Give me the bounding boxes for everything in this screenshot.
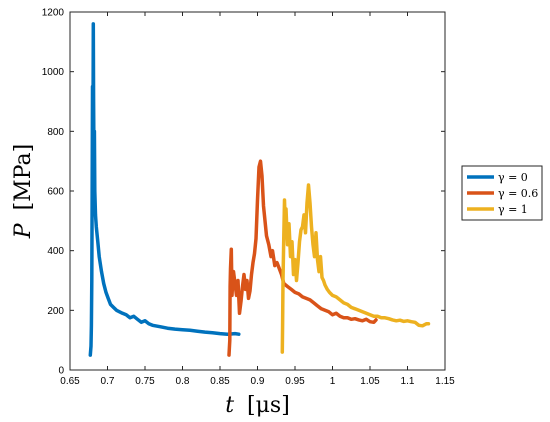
y-tick-label: 1000: [42, 67, 65, 78]
x-tick-label: 1.15: [435, 376, 455, 387]
x-tick-label: 1.05: [360, 376, 380, 387]
series-line-0: [88, 22, 241, 357]
x-axis: 0.65 0.7 0.75 0.8 0.85 0.9 0.95 1 1.05 1.1 1.15: [60, 12, 455, 387]
legend: γ = 0 γ = 0.6 γ = 1: [461, 165, 543, 221]
legend-label-0: γ = 0: [498, 171, 528, 184]
y-tick-label: 400: [47, 246, 64, 257]
y-axis-label-unit: [MPa]: [11, 144, 36, 211]
y-axis-label: P [MPa]: [11, 144, 36, 239]
x-tick-label: 1: [330, 376, 336, 387]
y-tick-label: 800: [47, 127, 64, 138]
x-axis-label: t [μs]: [225, 393, 290, 418]
x-tick-label: 0.75: [135, 376, 155, 387]
x-tick-label: 0.8: [176, 376, 190, 387]
x-axis-label-var: t: [225, 393, 234, 418]
legend-items: γ = 0 γ = 0.6 γ = 1: [467, 171, 538, 216]
series-layer: [88, 22, 431, 357]
legend-label-2: γ = 1: [498, 203, 528, 216]
x-tick-label: 0.85: [210, 376, 230, 387]
x-tick-label: 0.7: [101, 376, 115, 387]
x-tick-label: 0.9: [251, 376, 265, 387]
x-tick-label: 0.95: [285, 376, 305, 387]
y-axis: 0 200 400 600 800 1000 1200: [42, 8, 445, 377]
y-tick-label: 200: [47, 306, 64, 317]
legend-label-1: γ = 0.6: [498, 187, 538, 200]
plot-area: [69, 11, 446, 371]
y-tick-label: 0: [58, 366, 64, 377]
y-tick-label: 1200: [42, 8, 65, 19]
x-tick-label: 0.65: [60, 376, 80, 387]
series-line-2: [280, 183, 431, 354]
y-axis-label-var: P: [11, 222, 36, 239]
x-axis-label-unit: [μs]: [247, 393, 290, 418]
y-tick-label: 600: [47, 187, 64, 198]
x-tick-label: 1.1: [401, 376, 415, 387]
series-line-1: [227, 159, 378, 357]
